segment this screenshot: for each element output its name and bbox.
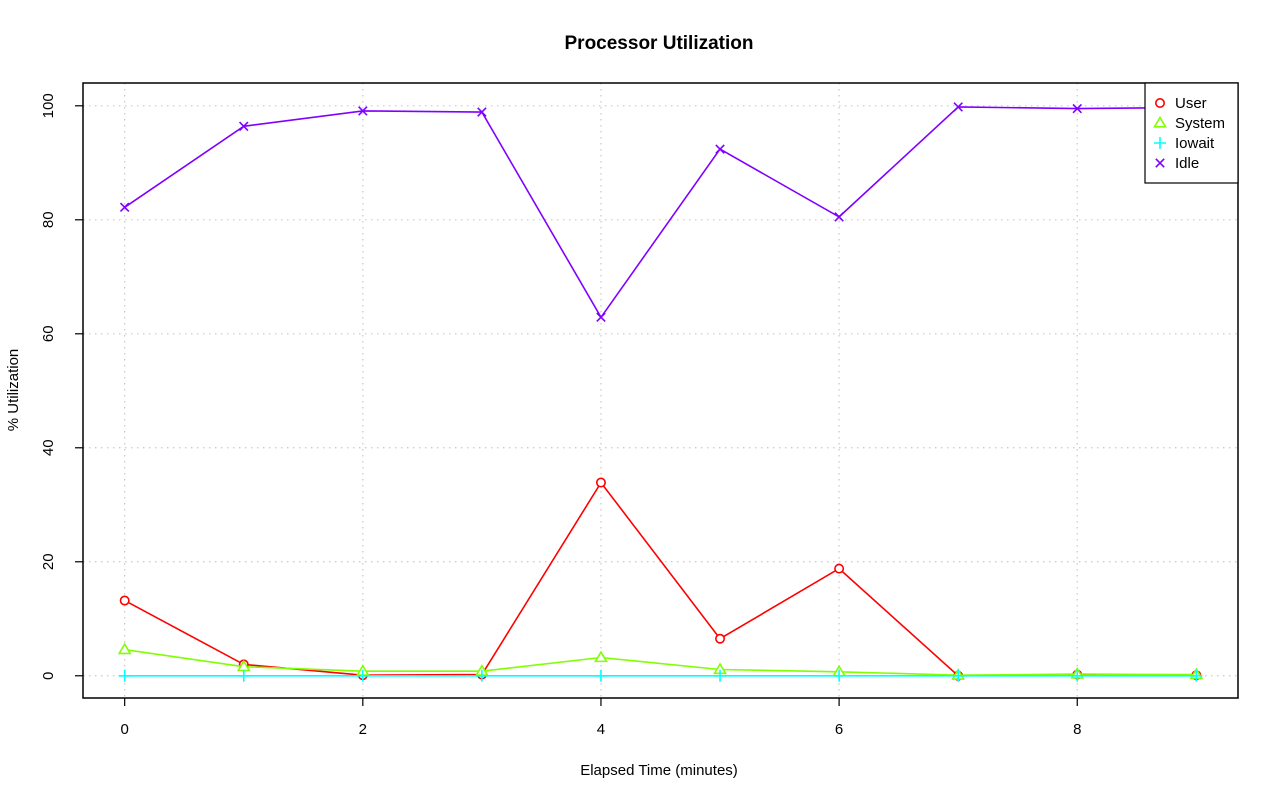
data-point-iowait-9: [1190, 669, 1203, 682]
data-point-iowait-0: [118, 669, 131, 682]
data-point-system-0: [117, 642, 132, 655]
legend-marker-system: [1153, 115, 1167, 128]
x-axis-label: Elapsed Time (minutes): [580, 762, 738, 779]
legend-marker-idle: [1155, 158, 1165, 168]
data-point-idle-5: [715, 144, 725, 154]
data-point-iowait-5: [714, 669, 727, 682]
data-point-iowait-1: [237, 669, 250, 682]
legend-marker-user: [1155, 98, 1166, 109]
data-point-iowait-4: [594, 669, 607, 682]
legend-label-user: User: [1175, 95, 1207, 112]
data-point-idle-4: [596, 312, 606, 323]
y-axis-label: % Utilization: [5, 349, 22, 432]
data-point-user-0: [119, 595, 130, 606]
series-iowait: [118, 669, 1203, 682]
data-point-iowait-6: [833, 669, 846, 682]
data-point-user-6: [834, 563, 845, 574]
y-tick-label-5: 100: [40, 93, 57, 118]
data-point-idle-2: [358, 106, 368, 116]
legend-marker-iowait: [1154, 137, 1166, 149]
y-tick-label-2: 40: [40, 439, 57, 456]
y-tick-label-4: 80: [40, 211, 57, 228]
chart-title: Processor Utilization: [565, 33, 754, 54]
legend-label-system: System: [1175, 115, 1225, 132]
y-tick-label-1: 20: [40, 553, 57, 570]
data-point-system-4: [594, 650, 608, 663]
data-point-user-5: [715, 633, 726, 644]
series-line-idle: [124, 106, 1197, 319]
plot-frame: [82, 82, 1239, 699]
data-point-iowait-2: [356, 669, 369, 682]
data-series: [117, 102, 1204, 682]
data-point-user-4: [595, 477, 606, 488]
data-point-idle-7: [953, 102, 963, 112]
data-point-iowait-7: [952, 669, 965, 682]
legend-label-iowait: Iowait: [1175, 135, 1215, 152]
x-tick-label-1: 2: [359, 721, 367, 738]
data-point-idle-6: [834, 212, 844, 222]
data-point-idle-0: [119, 202, 130, 213]
series-line-system: [124, 648, 1197, 677]
data-point-idle-3: [477, 107, 487, 117]
data-point-iowait-3: [475, 669, 488, 682]
legend-label-idle: Idle: [1175, 155, 1199, 172]
data-point-idle-8: [1072, 103, 1083, 114]
x-tick-label-2: 4: [597, 721, 605, 738]
y-tick-label-0: 0: [40, 672, 57, 680]
legend: User System Iowait Idle: [1144, 82, 1239, 184]
x-tick-label-0: 0: [121, 721, 129, 738]
data-point-idle-1: [238, 121, 249, 132]
data-point-iowait-8: [1071, 669, 1084, 682]
y-tick-label-3: 60: [40, 325, 57, 342]
x-tick-label-3: 6: [835, 721, 843, 738]
x-tick-label-4: 8: [1073, 721, 1081, 738]
